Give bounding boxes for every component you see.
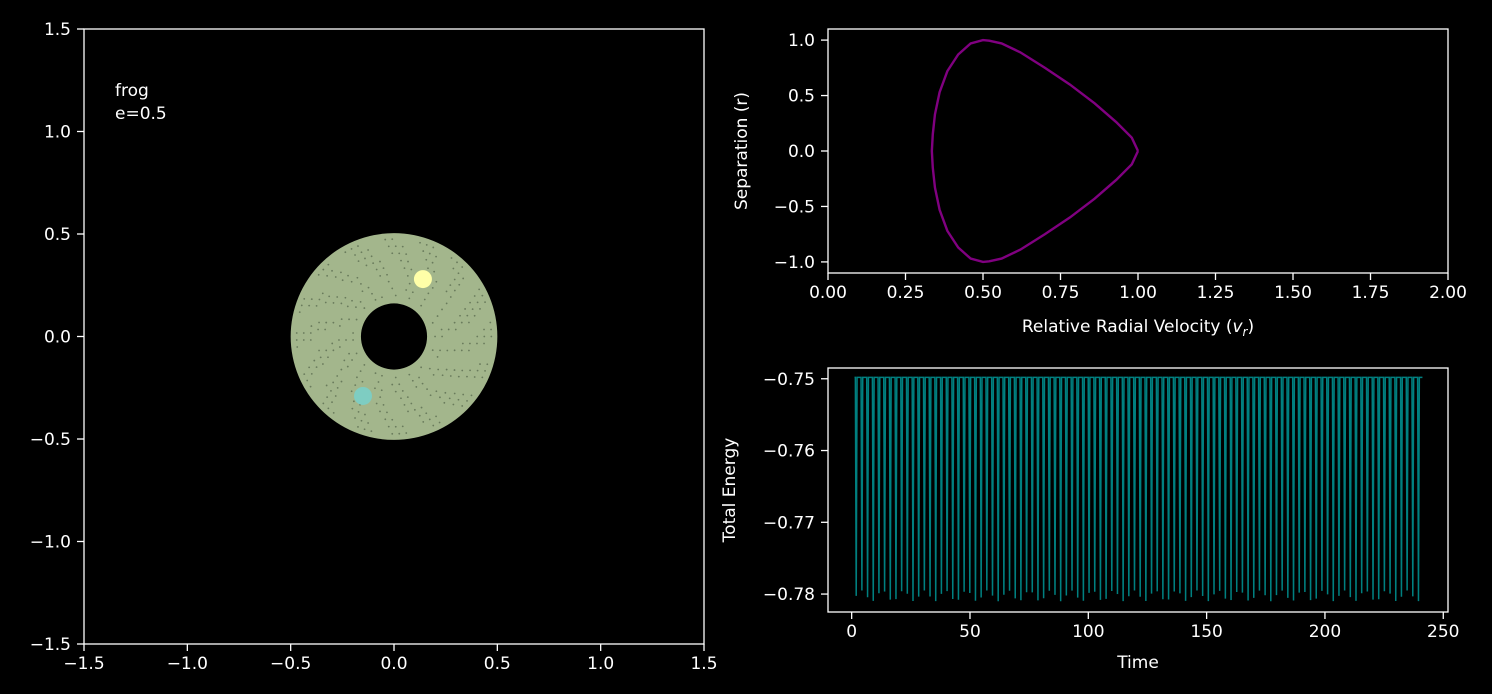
0-ytick-label: 0.5 (44, 225, 71, 245)
energy-ylabel: Total Energy (720, 438, 740, 544)
0-xtick-label: 0.5 (484, 654, 511, 674)
1-xtick-label: 1.50 (1274, 283, 1312, 303)
2-xtick-label: 100 (1072, 622, 1104, 642)
1-xtick-label: 0.00 (809, 283, 847, 303)
orbit-plot: −1.5 −1.0 −0.5 0.0 0.5 1.0 1.5 −1.5 −1.0 −0.5 0.0 0… (30, 20, 718, 674)
1-xtick-label: 0.25 (887, 283, 925, 303)
1-xtick-label: 1.75 (1352, 283, 1390, 303)
phase-xlabel: Relative Radial Velocity (vr) (1022, 317, 1254, 339)
2-ytick-label: −0.78 (763, 585, 815, 605)
2-ytick-label: −0.77 (763, 513, 815, 533)
1-ytick-label: 1.0 (788, 31, 815, 51)
orbit-annotation-method: frog (115, 81, 149, 101)
0-ytick-label: −1.0 (30, 533, 71, 553)
2-xtick-label: 50 (959, 622, 981, 642)
energy-plot: 0 50 100 150 200 250 −0.78 −0.77 −0.76 −0.75 Time… (720, 367, 1460, 673)
0-xtick-label: −0.5 (270, 654, 311, 674)
1-ytick-label: 0.5 (788, 87, 815, 107)
body-marker (354, 386, 372, 405)
0-xtick-label: −1.5 (63, 654, 104, 674)
0-ytick-label: 1.5 (44, 20, 71, 40)
2-ytick-label: −0.75 (763, 370, 815, 390)
0-ytick-label: −0.5 (30, 430, 71, 450)
orbit-plot-ticks: −1.5 −1.0 −0.5 0.0 0.5 1.0 1.5 −1.5 −1.0 −0.5 0.0 0… (30, 20, 718, 674)
0-ytick-label: 0.0 (44, 328, 71, 348)
1-ytick-label: 0.0 (788, 142, 815, 162)
0-xtick-label: 0.0 (380, 654, 407, 674)
0-ytick-label: −1.5 (30, 635, 71, 655)
1-ytick-label: −1.0 (774, 253, 815, 273)
1-ytick-label: −0.5 (774, 197, 815, 217)
energy-plot-ticks: 0 50 100 150 200 250 −0.78 −0.77 −0.76 −0.75 (763, 370, 1460, 642)
0-xtick-label: 1.5 (690, 654, 717, 674)
phase-ylabel: Separation (r) (732, 92, 752, 210)
phase-curve (930, 38, 1140, 264)
1-xtick-label: 1.00 (1119, 283, 1157, 303)
body-marker (413, 270, 432, 289)
2-xtick-label: 150 (1190, 622, 1222, 642)
phase-plot-ticks: 0.00 0.25 0.50 0.75 1.00 1.25 1.50 1.75 2.00 −1.0… (774, 31, 1467, 303)
2-xtick-label: 200 (1309, 622, 1341, 642)
2-ytick-label: −0.76 (763, 442, 815, 462)
0-xtick-label: −1.0 (167, 654, 208, 674)
1-xtick-label: 1.25 (1197, 283, 1235, 303)
2-xtick-label: 0 (846, 622, 857, 642)
energy-plot-frame (827, 367, 1449, 613)
2-xtick-label: 250 (1427, 622, 1459, 642)
0-ytick-label: 1.0 (44, 123, 71, 143)
energy-curve (854, 376, 1423, 602)
energy-xlabel: Time (1116, 653, 1159, 673)
1-xtick-label: 2.00 (1429, 283, 1467, 303)
trajectory-dot-pattern (295, 238, 493, 435)
trajectory-annulus (290, 233, 498, 440)
phase-plot: 0.00 0.25 0.50 0.75 1.00 1.25 1.50 1.75 2.00 −1.0… (732, 28, 1467, 339)
1-xtick-label: 0.50 (964, 283, 1002, 303)
orbit-annotation-eccentricity: e=0.5 (115, 104, 167, 124)
0-xtick-label: 1.0 (587, 654, 614, 674)
bodies (354, 270, 432, 405)
1-xtick-label: 0.75 (1042, 283, 1080, 303)
